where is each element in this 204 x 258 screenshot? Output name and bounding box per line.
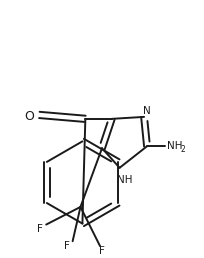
Text: F: F: [37, 224, 43, 235]
Text: O: O: [25, 110, 34, 123]
Text: 2: 2: [180, 145, 185, 154]
Text: NH: NH: [167, 141, 182, 151]
Text: NH: NH: [117, 174, 132, 184]
Text: N: N: [143, 106, 151, 116]
Text: F: F: [64, 241, 70, 251]
Text: F: F: [99, 246, 105, 256]
